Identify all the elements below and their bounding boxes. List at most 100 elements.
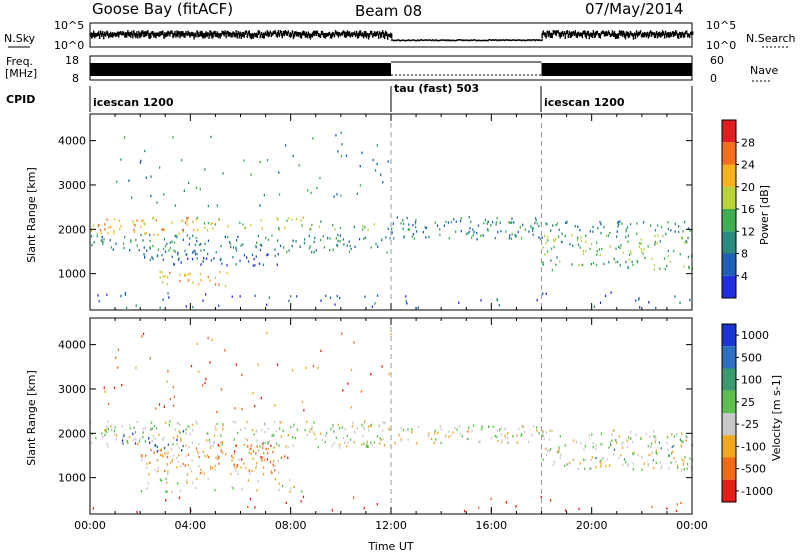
noise-sample xyxy=(133,30,135,35)
range-cell xyxy=(236,465,238,468)
range-cell xyxy=(257,234,259,238)
range-cell xyxy=(165,490,167,493)
range-cell xyxy=(398,433,400,437)
noise-sample xyxy=(476,39,478,42)
range-cell xyxy=(340,155,343,158)
range-cell xyxy=(104,228,106,231)
noise-sample xyxy=(407,39,409,42)
range-cell xyxy=(259,204,261,207)
noise-sample xyxy=(126,32,128,38)
range-cell xyxy=(396,216,398,219)
range-cell xyxy=(167,470,169,473)
range-cell xyxy=(339,240,341,243)
noise-sample xyxy=(642,32,645,38)
range-cell xyxy=(666,507,668,510)
range-cell xyxy=(271,234,273,237)
noise-sample xyxy=(308,33,311,38)
range-cell xyxy=(149,246,151,249)
range-cell xyxy=(613,429,615,432)
range-cell xyxy=(599,220,601,224)
range-cell xyxy=(608,446,610,449)
nsearch-tick-bottom: 10^0 xyxy=(706,39,736,52)
noise-sample xyxy=(491,39,493,41)
range-cell xyxy=(177,460,179,463)
range-cell xyxy=(579,228,581,232)
range-cell xyxy=(277,459,279,462)
range-cell xyxy=(222,440,224,444)
range-cell xyxy=(375,242,377,246)
range-cell xyxy=(372,158,374,162)
range-cell xyxy=(163,405,165,408)
power-scatter-data xyxy=(90,131,694,310)
range-cell xyxy=(659,461,661,464)
range-cell xyxy=(92,224,95,227)
noise-sample xyxy=(497,39,499,41)
noise-sample xyxy=(639,30,642,34)
range-cell xyxy=(149,258,151,262)
noise-sample xyxy=(692,31,694,35)
range-cell xyxy=(383,444,386,447)
noise-sample xyxy=(584,31,587,38)
range-cell xyxy=(354,431,356,434)
range-cell xyxy=(367,228,369,232)
range-cell xyxy=(187,464,189,467)
noise-sample xyxy=(173,32,175,37)
range-cell xyxy=(363,427,365,431)
range-cell xyxy=(125,306,128,309)
range-cell xyxy=(138,440,141,443)
range-cell xyxy=(152,435,154,438)
noise-sample xyxy=(274,30,277,35)
range-cell xyxy=(640,242,642,245)
range-cell xyxy=(600,432,603,435)
range-cell xyxy=(132,220,134,223)
range-cell xyxy=(226,271,228,275)
range-cell xyxy=(518,427,520,430)
range-cell xyxy=(381,238,383,241)
noise-sample xyxy=(677,33,680,40)
range-cell xyxy=(108,402,110,405)
range-cell xyxy=(267,238,270,242)
range-cell xyxy=(659,267,661,270)
range-cell xyxy=(262,473,265,476)
range-cell xyxy=(338,427,341,430)
range-cell xyxy=(640,247,642,251)
range-cell xyxy=(158,403,161,406)
range-cell xyxy=(183,189,185,192)
range-cell xyxy=(387,160,389,163)
range-cell xyxy=(267,442,269,445)
range-cell xyxy=(205,377,207,381)
range-cell xyxy=(301,224,303,227)
range-cell xyxy=(144,440,146,443)
range-cell xyxy=(192,251,194,254)
noise-sample xyxy=(175,33,177,38)
range-cell xyxy=(270,470,273,473)
range-cell xyxy=(283,455,286,458)
range-cell xyxy=(434,432,436,435)
range-cell xyxy=(209,446,212,450)
range-cell xyxy=(506,441,509,444)
range-cell xyxy=(612,452,615,456)
range-cell xyxy=(186,473,189,476)
range-cell xyxy=(508,221,510,224)
range-cell xyxy=(520,434,522,437)
range-cell xyxy=(97,225,99,228)
range-cell xyxy=(253,404,256,408)
noise-sample xyxy=(381,30,384,34)
noise-sample xyxy=(374,32,377,37)
range-cell xyxy=(189,432,191,435)
range-cell xyxy=(286,219,288,222)
range-cell xyxy=(150,448,152,452)
range-cell xyxy=(405,295,407,298)
noise-sample xyxy=(208,33,210,39)
range-cell xyxy=(273,446,275,449)
range-cell xyxy=(140,159,142,163)
range-cell xyxy=(338,446,341,449)
range-cell xyxy=(527,440,530,443)
range-cell xyxy=(203,472,205,476)
range-cell xyxy=(368,429,370,432)
noise-sample xyxy=(282,30,285,36)
range-cell xyxy=(206,432,208,435)
range-cell xyxy=(400,426,402,430)
range-cell xyxy=(279,427,281,430)
